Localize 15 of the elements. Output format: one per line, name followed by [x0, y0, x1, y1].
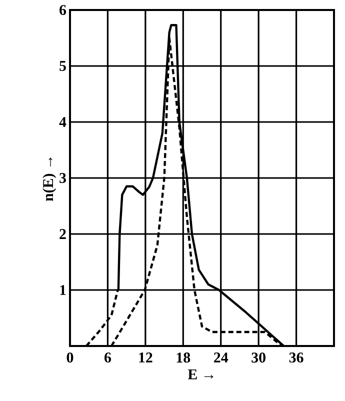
x-tick-label: 0: [66, 352, 74, 363]
y-tick-label: 1: [60, 285, 66, 295]
x-tick-label: 36: [289, 352, 304, 363]
x-axis-title: E →: [188, 369, 214, 380]
y-tick-label: 6: [60, 4, 66, 16]
x-tick-label: 18: [176, 352, 190, 363]
x-tick-label: 24: [214, 352, 228, 362]
x-tick-label: 6: [104, 352, 112, 363]
y-tick-label: 5: [60, 61, 66, 71]
x-tick-label: 12: [139, 352, 152, 362]
y-tick-label: 2: [60, 229, 66, 239]
y-axis-title: n(E) →: [42, 158, 56, 202]
x-tick-label: 30: [252, 352, 266, 363]
y-tick-label: 4: [59, 117, 66, 127]
y-tick-label: 3: [60, 172, 66, 184]
